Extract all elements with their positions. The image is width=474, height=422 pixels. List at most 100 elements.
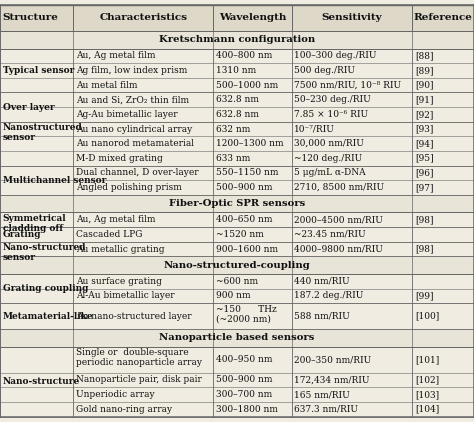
Text: Metamaterial-like: Metamaterial-like [3, 312, 93, 321]
Text: 2000–4500 nm/RIU: 2000–4500 nm/RIU [294, 215, 383, 225]
Text: Kretschmann configuration: Kretschmann configuration [159, 35, 315, 44]
Text: Au, Ag metal film: Au, Ag metal film [76, 51, 156, 60]
Text: Au nanorod metamaterial: Au nanorod metamaterial [76, 139, 194, 148]
Text: ~1520 nm: ~1520 nm [216, 230, 264, 239]
Text: Dual channel, D over-layer: Dual channel, D over-layer [76, 168, 199, 177]
Text: Single or  double-square
periodic nanoparticle array: Single or double-square periodic nanopar… [76, 348, 202, 368]
Text: 500–900 nm: 500–900 nm [216, 376, 273, 384]
Text: 500–1000 nm: 500–1000 nm [216, 81, 278, 89]
Bar [0, 49, 474, 92]
Text: 440 nm/RIU: 440 nm/RIU [294, 277, 350, 286]
Bar [0, 274, 474, 303]
Text: [90]: [90] [415, 81, 434, 89]
Text: Nano-structure: Nano-structure [3, 377, 80, 386]
Text: Ag-Au bimetallic layer: Ag-Au bimetallic layer [76, 110, 178, 119]
Text: Grating coupling: Grating coupling [3, 284, 88, 293]
Bar [0, 347, 474, 417]
Text: [94]: [94] [415, 139, 434, 148]
Text: Nanostructured
sensor: Nanostructured sensor [3, 123, 82, 142]
Text: 7.85 × 10⁻⁶ RIU: 7.85 × 10⁻⁶ RIU [294, 110, 368, 119]
Text: 10⁻⁷/RIU: 10⁻⁷/RIU [294, 124, 335, 133]
Text: 165 nm/RIU: 165 nm/RIU [294, 390, 350, 399]
Text: 30,000 nm/RIU: 30,000 nm/RIU [294, 139, 364, 148]
Text: [99]: [99] [415, 292, 434, 300]
Text: 900 nm: 900 nm [216, 292, 251, 300]
Text: Au nano cylindrical array: Au nano cylindrical array [76, 124, 192, 133]
Text: Gold nano-ring array: Gold nano-ring array [76, 405, 173, 414]
Text: [104]: [104] [415, 405, 439, 414]
Text: [96]: [96] [415, 168, 434, 177]
Bar [0, 242, 474, 256]
Text: Symmetrical
cladding off: Symmetrical cladding off [3, 214, 66, 233]
Text: 300–1800 nm: 300–1800 nm [216, 405, 278, 414]
Text: [88]: [88] [415, 51, 434, 60]
Text: [103]: [103] [415, 390, 439, 399]
Text: Al-Au bimetallic layer: Al-Au bimetallic layer [76, 292, 175, 300]
Text: 632.8 nm: 632.8 nm [216, 95, 259, 104]
Text: Typical sensor: Typical sensor [3, 66, 74, 75]
Text: 550–1150 nm: 550–1150 nm [216, 168, 279, 177]
Text: 200–350 nm/RIU: 200–350 nm/RIU [294, 355, 372, 364]
Bar [0, 5, 474, 31]
Text: 900–1600 nm: 900–1600 nm [216, 244, 278, 254]
Text: M-D mixed grating: M-D mixed grating [76, 154, 163, 163]
Text: Au and Si, ZrO₂ thin film: Au and Si, ZrO₂ thin film [76, 95, 190, 104]
Text: 400–650 nm: 400–650 nm [216, 215, 273, 225]
Bar [0, 92, 474, 122]
Text: 50–230 deg./RIU: 50–230 deg./RIU [294, 95, 371, 104]
Text: [101]: [101] [415, 355, 439, 364]
Text: ~600 nm: ~600 nm [216, 277, 258, 286]
Text: 7500 nm/RIU, 10⁻⁸ RIU: 7500 nm/RIU, 10⁻⁸ RIU [294, 81, 401, 89]
Text: [102]: [102] [415, 376, 439, 384]
Text: Cascaded LPG: Cascaded LPG [76, 230, 143, 239]
Text: 1310 nm: 1310 nm [216, 66, 256, 75]
Text: [97]: [97] [415, 183, 434, 192]
Text: 2710, 8500 nm/RIU: 2710, 8500 nm/RIU [294, 183, 384, 192]
Text: 633 nm: 633 nm [216, 154, 251, 163]
Text: 500 deg./RIU: 500 deg./RIU [294, 66, 356, 75]
Bar [0, 165, 474, 195]
Text: ~150      THz
(~2000 nm): ~150 THz (~2000 nm) [216, 305, 277, 324]
Text: 300–700 nm: 300–700 nm [216, 390, 273, 399]
Text: Nano-structured-coupling: Nano-structured-coupling [164, 261, 310, 270]
Text: [89]: [89] [415, 66, 434, 75]
Text: Characteristics: Characteristics [100, 14, 187, 22]
Text: Au metal film: Au metal film [76, 81, 138, 89]
Text: 1200–1300 nm: 1200–1300 nm [216, 139, 284, 148]
Text: Over layer: Over layer [3, 103, 55, 111]
Text: Structure: Structure [3, 14, 59, 22]
Text: Ag film, low index prism: Ag film, low index prism [76, 66, 188, 75]
Text: 100–300 deg./RIU: 100–300 deg./RIU [294, 51, 377, 60]
Text: ~23.45 nm/RIU: ~23.45 nm/RIU [294, 230, 366, 239]
Text: [95]: [95] [415, 154, 434, 163]
Text: [91]: [91] [415, 95, 434, 104]
Text: 172,434 nm/RIU: 172,434 nm/RIU [294, 376, 370, 384]
Text: 637.3 nm/RIU: 637.3 nm/RIU [294, 405, 358, 414]
Bar [0, 227, 474, 242]
Text: 500–900 nm: 500–900 nm [216, 183, 273, 192]
Text: 400–950 nm: 400–950 nm [216, 355, 273, 364]
Text: Wavelength: Wavelength [219, 14, 286, 22]
Text: 400–800 nm: 400–800 nm [216, 51, 273, 60]
Text: 588 nm/RIU: 588 nm/RIU [294, 312, 350, 321]
Text: Reference: Reference [414, 14, 473, 22]
Bar [0, 329, 474, 347]
Text: Unperiodic array: Unperiodic array [76, 390, 155, 399]
Text: [98]: [98] [415, 244, 434, 254]
Text: Grating: Grating [3, 230, 41, 239]
Text: [93]: [93] [415, 124, 434, 133]
Text: 187.2 deg./RIU: 187.2 deg./RIU [294, 292, 364, 300]
Text: [100]: [100] [415, 312, 439, 321]
Text: 4000–9800 nm/RIU: 4000–9800 nm/RIU [294, 244, 383, 254]
Text: Au nano-structured layer: Au nano-structured layer [76, 312, 192, 321]
Text: ~120 deg./RIU: ~120 deg./RIU [294, 154, 363, 163]
Text: 632 nm: 632 nm [216, 124, 251, 133]
Text: Au surface grating: Au surface grating [76, 277, 162, 286]
Text: Nano-structured
sensor: Nano-structured sensor [3, 243, 86, 262]
Text: Multichannel sensor: Multichannel sensor [3, 176, 106, 185]
Text: Angled polishing prism: Angled polishing prism [76, 183, 182, 192]
Text: Sensitivity: Sensitivity [322, 14, 382, 22]
Bar [0, 122, 474, 165]
Text: 632.8 nm: 632.8 nm [216, 110, 259, 119]
Text: Nanoparticle pair, disk pair: Nanoparticle pair, disk pair [76, 376, 202, 384]
